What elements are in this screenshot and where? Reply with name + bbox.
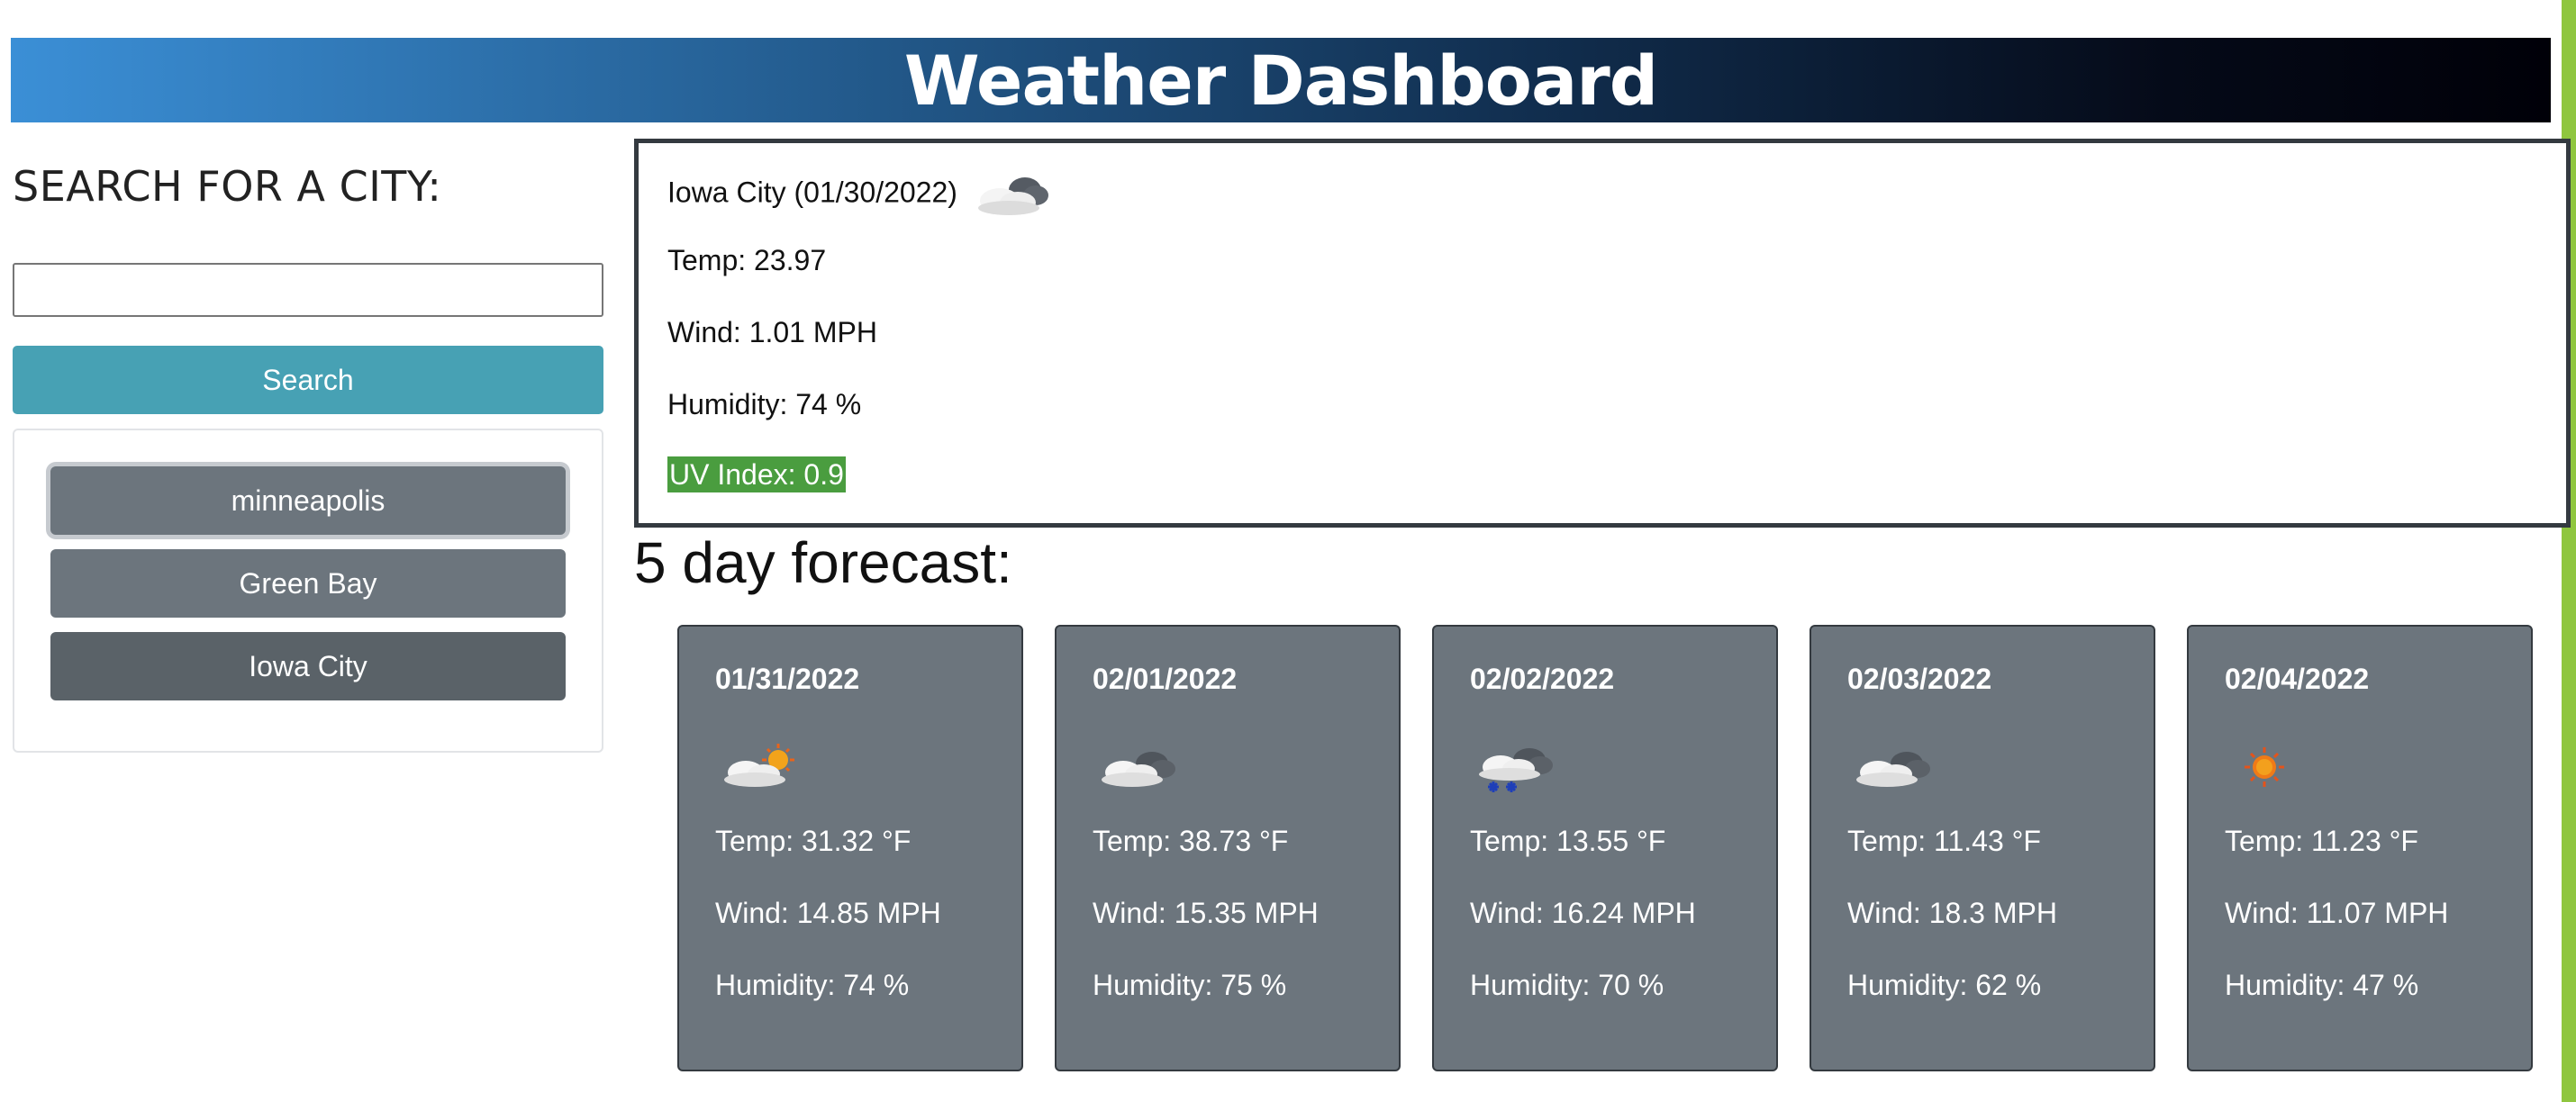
forecast-card: 01/31/2022 Temp: 31.32 °F Wind: 14.85 MP…	[677, 625, 1023, 1071]
forecast-temp: Temp: 31.32 °F	[715, 825, 912, 857]
forecast-card: 02/01/2022 Temp: 38.73 °F Wind: 15.35 MP…	[1055, 625, 1401, 1071]
partly-sunny-icon	[724, 744, 794, 787]
page-title: Weather Dashboard	[903, 40, 1658, 121]
forecast-wind: Wind: 14.85 MPH	[715, 897, 941, 929]
current-city-date: Iowa City (01/30/2022)	[667, 176, 957, 209]
forecast-card: 02/04/2022 Temp: 11.23 °F Wind: 11.07 MP…	[2187, 625, 2533, 1071]
forecast-heading: 5 day forecast:	[634, 530, 1012, 595]
cloudy-icon	[977, 177, 1048, 215]
history-button-minneapolis[interactable]: minneapolis	[50, 466, 566, 535]
forecast-humidity: Humidity: 62 %	[1847, 969, 2042, 1001]
forecast-card: 02/03/2022 Temp: 11.43 °F Wind: 18.3 MPH…	[1810, 625, 2155, 1071]
sun-icon	[2245, 747, 2284, 787]
forecast-temp: Temp: 11.23 °F	[2225, 825, 2418, 857]
forecast-humidity: Humidity: 70 %	[1470, 969, 1664, 1001]
forecast-humidity: Humidity: 47 %	[2225, 969, 2419, 1001]
forecast-date: 02/03/2022	[1847, 663, 1992, 695]
current-wind: Wind: 1.01 MPH	[667, 316, 877, 348]
history-button-iowa-city[interactable]: Iowa City	[50, 632, 566, 700]
forecast-wind: Wind: 15.35 MPH	[1093, 897, 1319, 929]
forecast-date: 02/02/2022	[1470, 663, 1615, 695]
current-weather-panel: Iowa City (01/30/2022) Temp: 23.97 Wind:…	[634, 139, 2571, 528]
forecast-card: 02/02/2022 Temp: 13.55 °F Wind: 16.24 MP…	[1432, 625, 1778, 1071]
snow-icon	[1479, 748, 1553, 792]
forecast-wind: Wind: 18.3 MPH	[1847, 897, 2057, 929]
history-button-green-bay[interactable]: Green Bay	[50, 549, 566, 618]
forecast-temp: Temp: 38.73 °F	[1093, 825, 1289, 857]
current-humidity: Humidity: 74 %	[667, 388, 862, 420]
cloudy-icon	[1102, 752, 1175, 787]
forecast-wind: Wind: 16.24 MPH	[1470, 897, 1696, 929]
forecast-date: 02/01/2022	[1093, 663, 1238, 695]
forecast-humidity: Humidity: 75 %	[1093, 969, 1287, 1001]
page-header: Weather Dashboard	[11, 38, 2551, 122]
current-temp: Temp: 23.97	[667, 244, 827, 276]
search-heading: SEARCH FOR A CITY:	[13, 162, 442, 211]
forecast-wind: Wind: 11.07 MPH	[2225, 897, 2449, 929]
current-uv-row: UV Index: 0.9	[667, 456, 846, 492]
search-history-panel: minneapolis Green Bay Iowa City	[13, 429, 603, 753]
forecast-date: 02/04/2022	[2225, 663, 2370, 695]
city-search-input[interactable]	[13, 263, 603, 317]
forecast-temp: Temp: 13.55 °F	[1470, 825, 1666, 857]
forecast-temp: Temp: 11.43 °F	[1847, 825, 2041, 857]
uv-index-badge: UV Index: 0.9	[667, 456, 846, 492]
forecast-humidity: Humidity: 74 %	[715, 969, 910, 1001]
forecast-date: 01/31/2022	[715, 663, 860, 695]
cloudy-icon	[1856, 752, 1930, 787]
current-city-title: Iowa City (01/30/2022)	[667, 170, 1054, 219]
search-button[interactable]: Search	[13, 346, 603, 414]
